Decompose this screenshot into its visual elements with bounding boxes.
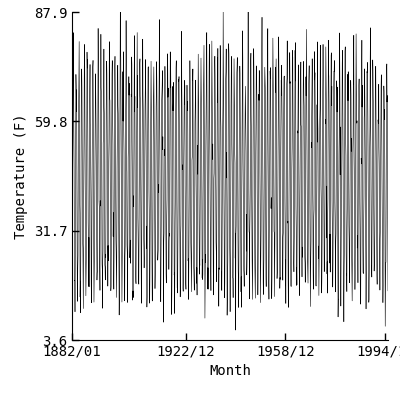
- X-axis label: Month: Month: [209, 364, 251, 378]
- Y-axis label: Temperature (F): Temperature (F): [14, 113, 28, 239]
